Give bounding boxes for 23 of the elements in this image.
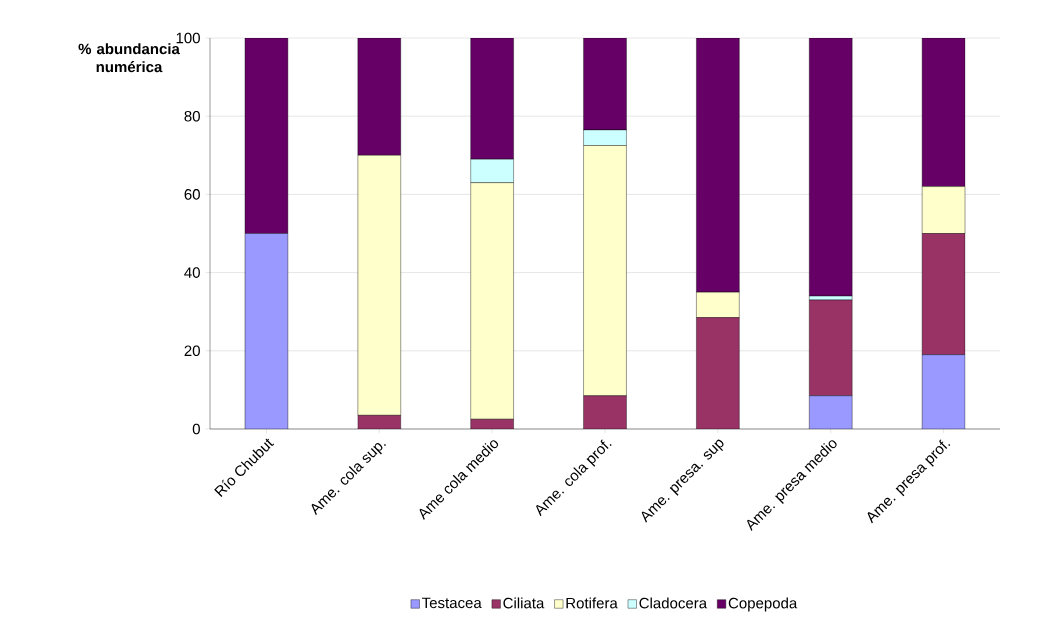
y-tick-label: 80	[184, 110, 200, 122]
legend-label: Rotifera	[566, 597, 618, 609]
bar	[244, 233, 288, 429]
bar	[921, 38, 966, 187]
legend-label: Cladocera	[639, 597, 708, 609]
y-tick-label: 40	[184, 267, 200, 278]
bar	[921, 354, 966, 429]
legend-label: Copepoda	[728, 597, 798, 612]
bar	[809, 38, 853, 297]
bar	[583, 38, 627, 131]
bar	[809, 395, 853, 429]
bar	[809, 299, 853, 396]
y-tick-label: 60	[184, 189, 200, 200]
bar	[357, 38, 401, 156]
bar	[244, 38, 289, 234]
bar	[696, 38, 740, 293]
legend-label: Testacea	[422, 597, 482, 609]
y-tick-label: 100	[176, 32, 200, 44]
y-tick-label: 20	[184, 345, 200, 357]
legend-label: Ciliata	[503, 597, 545, 609]
bar	[470, 38, 514, 160]
y-axis-title: % abundancia numérica	[78, 43, 180, 73]
y-tick-label: 0	[192, 423, 200, 435]
